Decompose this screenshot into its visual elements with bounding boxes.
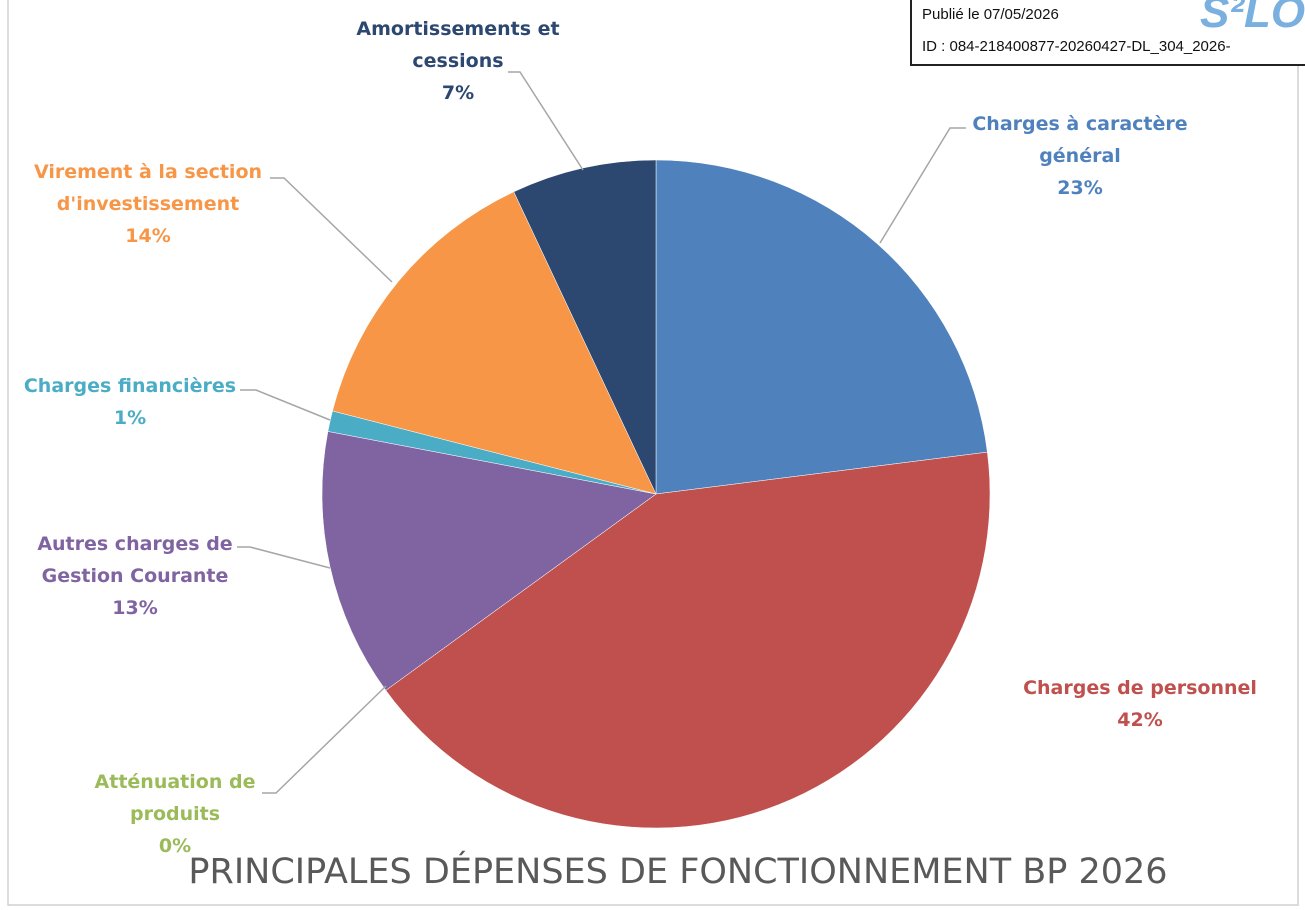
data-label: Atténuation de produits 0%: [85, 766, 265, 862]
pie-slice: [385, 451, 991, 829]
data-label: Charges à caractère général 23%: [960, 108, 1200, 204]
category-label: Autres charges de Gestion Courante: [37, 533, 233, 587]
leader-line: [270, 177, 393, 283]
data-label: Autres charges de Gestion Courante 13%: [25, 528, 245, 624]
category-label: Charges à caractère général: [972, 113, 1188, 167]
leader-line: [237, 546, 331, 569]
chart-frame: [7, 0, 1299, 906]
value-label: 13%: [112, 597, 158, 619]
data-label: Virement à la section d'investissement 14…: [13, 156, 283, 252]
category-label: Virement à la section d'investissement: [33, 161, 263, 215]
stamp-id: ID : 084-218400877-20260427-DL_304_2026-: [922, 38, 1231, 55]
data-label: Amortissements et cessions 7%: [343, 13, 573, 109]
category-label: Charges de personnel: [1023, 677, 1257, 699]
stamp-published: Publié le 07/05/2026: [922, 6, 1059, 23]
value-label: 1%: [113, 407, 147, 429]
category-label: Atténuation de produits: [94, 771, 256, 825]
pie-slice: [513, 159, 657, 495]
value-label: 7%: [441, 82, 475, 104]
data-label: Charges de personnel 42%: [1005, 672, 1275, 736]
value-label: 14%: [125, 225, 171, 247]
value-label: 0%: [158, 835, 192, 857]
leader-line: [879, 127, 966, 244]
pie-slice: [655, 159, 988, 495]
value-label: 42%: [1117, 709, 1163, 731]
pie-slice: [321, 431, 657, 691]
stamp-logo: S²LO: [1200, 0, 1305, 37]
chart-title: PRINCIPALES DÉPENSES DE FONCTIONNEMENT B…: [188, 852, 1168, 892]
stamp: Publié le 07/05/2026 ID : 084-218400877-…: [910, 0, 1305, 66]
category-label: Amortissements et cessions: [356, 18, 560, 72]
leader-line: [240, 389, 331, 421]
value-label: 23%: [1057, 177, 1103, 199]
leader-line: [508, 71, 584, 171]
leader-line: [262, 685, 387, 794]
pie-slice: [332, 191, 657, 495]
category-label: Charges financières: [23, 375, 237, 397]
data-label: Charges financières 1%: [5, 370, 255, 434]
